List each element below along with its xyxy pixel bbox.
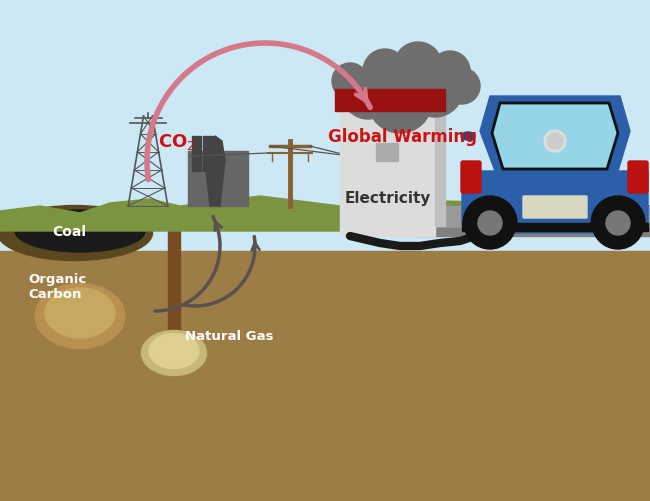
Text: Global Warming: Global Warming	[328, 128, 476, 146]
Ellipse shape	[45, 289, 115, 338]
Circle shape	[332, 64, 368, 100]
Ellipse shape	[35, 284, 125, 349]
Circle shape	[478, 211, 502, 235]
Polygon shape	[462, 172, 648, 233]
Bar	[188, 152, 248, 206]
Ellipse shape	[149, 334, 199, 369]
Ellipse shape	[0, 206, 153, 261]
Bar	[0, 252, 650, 501]
FancyBboxPatch shape	[523, 196, 587, 218]
Polygon shape	[205, 137, 225, 206]
Text: Coal: Coal	[52, 224, 86, 238]
Circle shape	[606, 211, 630, 235]
Circle shape	[544, 131, 566, 153]
Circle shape	[394, 43, 442, 91]
Text: Natural Gas: Natural Gas	[185, 330, 274, 343]
Text: Electricity: Electricity	[344, 191, 431, 206]
Polygon shape	[0, 196, 650, 231]
Polygon shape	[492, 104, 618, 170]
Text: Organic
Carbon: Organic Carbon	[28, 272, 86, 301]
Ellipse shape	[142, 331, 207, 376]
Circle shape	[464, 197, 516, 249]
Circle shape	[430, 52, 470, 92]
Bar	[0, 272, 650, 501]
Bar	[376, 144, 398, 162]
Bar	[335, 90, 445, 112]
Wedge shape	[591, 196, 645, 223]
Ellipse shape	[461, 133, 475, 141]
Bar	[340, 112, 435, 236]
Bar	[415, 228, 650, 236]
Bar	[435, 112, 445, 226]
Bar	[192, 137, 201, 172]
Wedge shape	[463, 196, 517, 223]
Circle shape	[368, 70, 432, 134]
Circle shape	[444, 69, 480, 105]
Bar	[168, 226, 180, 346]
Circle shape	[363, 50, 407, 94]
Circle shape	[342, 68, 394, 120]
Circle shape	[547, 134, 563, 150]
Polygon shape	[415, 206, 650, 231]
Bar	[203, 137, 212, 172]
Circle shape	[407, 62, 463, 118]
Polygon shape	[480, 97, 630, 172]
Ellipse shape	[15, 210, 145, 253]
Bar	[0, 292, 650, 501]
Circle shape	[592, 197, 644, 249]
FancyBboxPatch shape	[628, 162, 648, 193]
Text: CO$_2$: CO$_2$	[158, 132, 196, 152]
Polygon shape	[462, 223, 648, 231]
FancyBboxPatch shape	[461, 162, 481, 193]
